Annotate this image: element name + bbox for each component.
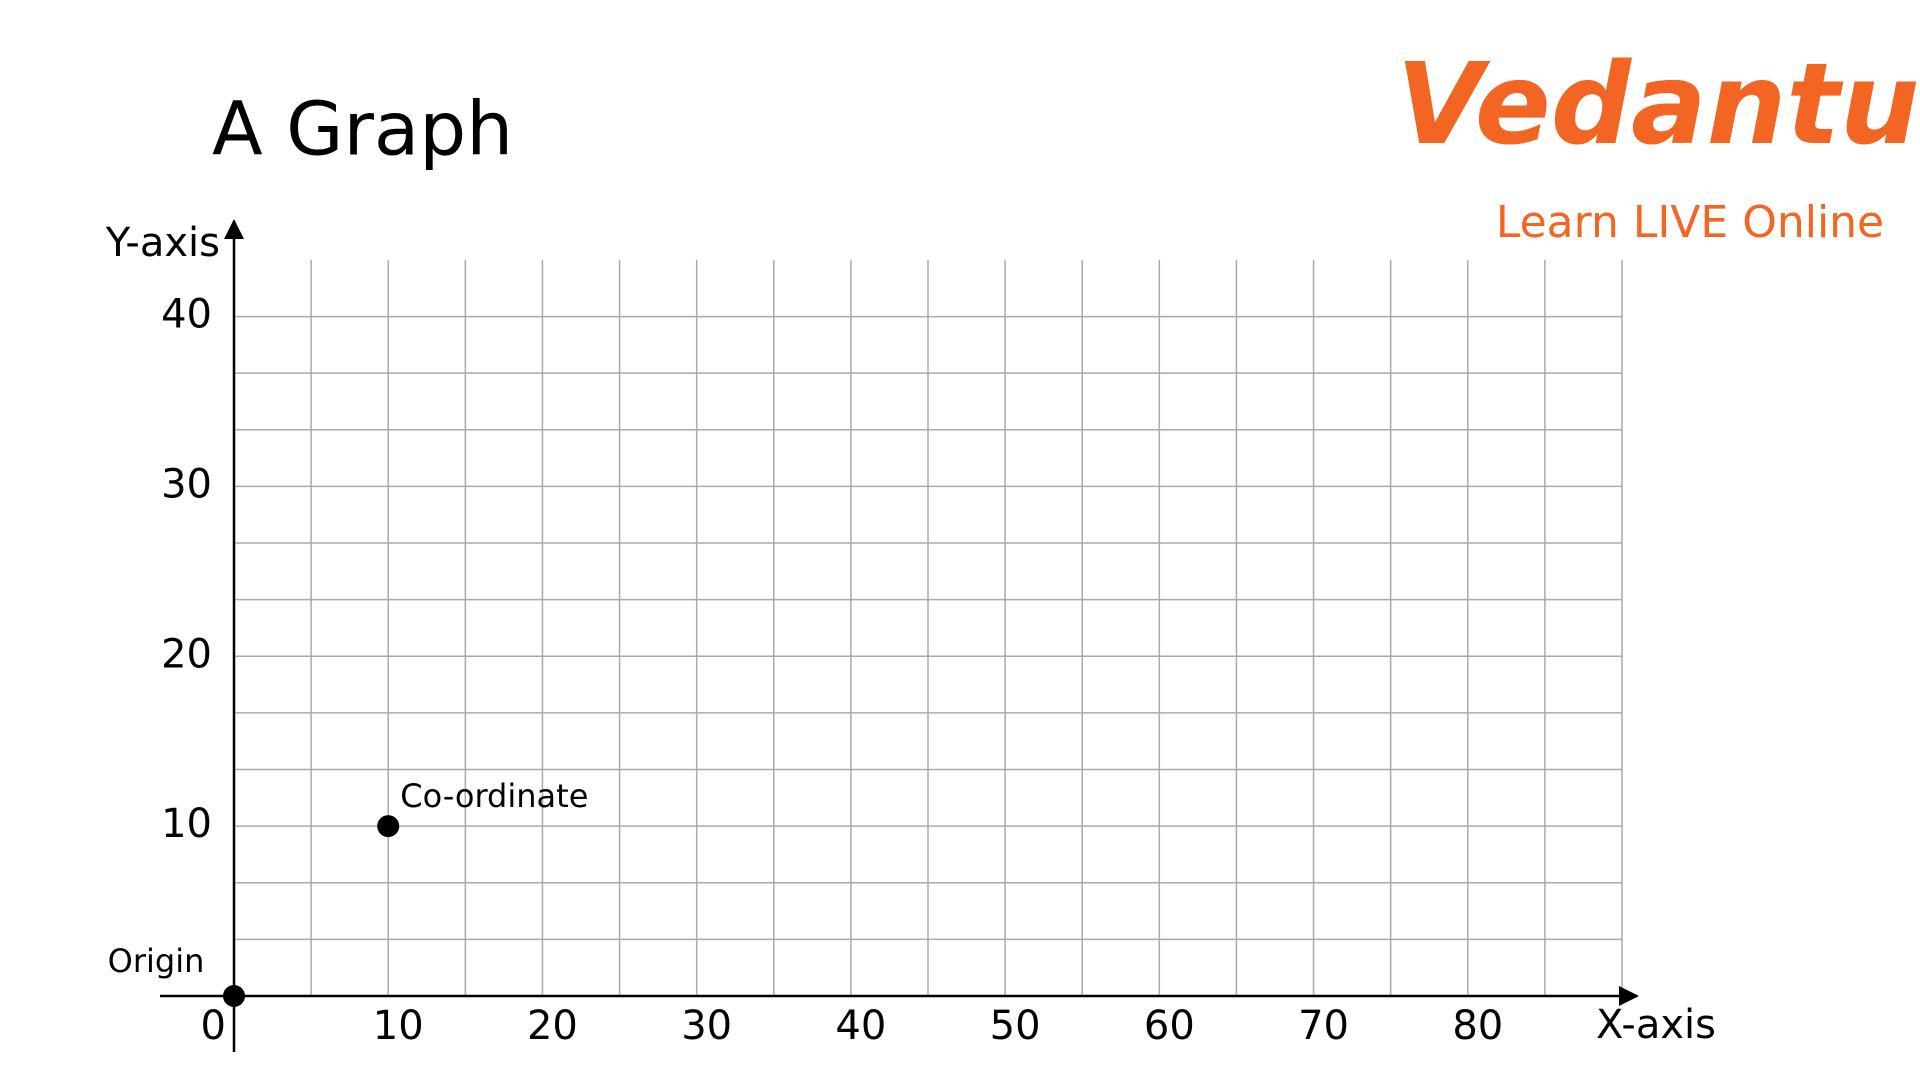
logo-tagline: Learn LIVE Online [1496, 197, 1884, 248]
chart-title: A Graph [212, 87, 513, 173]
point-label: Origin [108, 942, 205, 980]
x-tick-label: 70 [1298, 1003, 1349, 1049]
x-tick-label: 40 [835, 1003, 886, 1049]
x-tick-label: 60 [1144, 1003, 1195, 1049]
x-tick-label: 80 [1452, 1003, 1503, 1049]
point [377, 815, 400, 838]
y-tick-label: 30 [161, 461, 212, 507]
x-tick-label: 0 [201, 1003, 226, 1049]
logo-name: Vedantu [1396, 40, 1919, 170]
grid [233, 260, 1623, 997]
x-tick-label: 10 [373, 1003, 424, 1049]
y-tick-label: 40 [161, 292, 212, 338]
point-label: Co-ordinate [400, 777, 588, 815]
x-tick-label: 50 [990, 1003, 1041, 1049]
y-axis-label: Y-axis [105, 220, 220, 266]
point [223, 985, 245, 1007]
x-axis-label: X-axis [1596, 1002, 1716, 1048]
y-tick-label: 10 [161, 801, 212, 847]
x-tick-label: 30 [681, 1003, 732, 1049]
x-tick-label: 20 [527, 1003, 578, 1049]
y-tick-label: 20 [161, 631, 212, 677]
